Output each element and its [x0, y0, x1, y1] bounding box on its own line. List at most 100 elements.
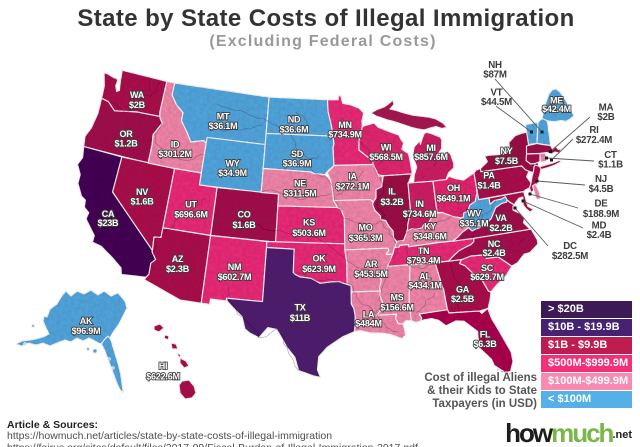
svg-text:WA: WA: [130, 90, 145, 100]
svg-text:$282.5M: $282.5M: [552, 251, 588, 262]
svg-text:NM: NM: [228, 262, 242, 272]
svg-text:CA: CA: [102, 209, 115, 219]
svg-text:WV: WV: [467, 209, 481, 219]
svg-text:$622.6M: $622.6M: [146, 372, 180, 382]
svg-text:HI: HI: [159, 361, 168, 371]
svg-text:VT: VT: [491, 88, 503, 99]
svg-text:AR: AR: [365, 259, 378, 269]
svg-text:DC: DC: [563, 241, 577, 252]
svg-text:SC: SC: [481, 263, 494, 273]
svg-text:RI: RI: [589, 125, 599, 136]
svg-text:DE: DE: [594, 199, 608, 210]
svg-text:WI: WI: [381, 143, 392, 153]
svg-text:$649.1M: $649.1M: [437, 194, 471, 204]
svg-text:$7.5B: $7.5B: [495, 156, 519, 166]
svg-text:OH: OH: [447, 183, 460, 193]
svg-text:$602.7M: $602.7M: [218, 272, 252, 282]
svg-text:AZ: AZ: [172, 254, 184, 264]
svg-text:$23B: $23B: [98, 218, 119, 228]
svg-text:VA: VA: [495, 213, 507, 223]
svg-text:OK: OK: [312, 254, 326, 264]
svg-text:$36.6M: $36.6M: [280, 125, 309, 135]
svg-text:$6.3B: $6.3B: [473, 339, 497, 349]
svg-text:MN: MN: [338, 120, 352, 130]
svg-text:$35.1M: $35.1M: [460, 219, 489, 229]
svg-text:$42.4M: $42.4M: [542, 104, 571, 114]
svg-text:SD: SD: [291, 149, 304, 159]
svg-text:$1.6B: $1.6B: [130, 197, 154, 207]
svg-text:IL: IL: [388, 187, 396, 197]
svg-text:TN: TN: [418, 246, 430, 256]
svg-text:$272.4M: $272.4M: [576, 135, 612, 146]
svg-text:$36.9M: $36.9M: [283, 159, 312, 169]
svg-text:LA: LA: [363, 310, 375, 320]
svg-text:OR: OR: [119, 129, 133, 139]
svg-text:WY: WY: [225, 159, 239, 169]
svg-text:ME: ME: [550, 96, 563, 106]
svg-text:$2.2B: $2.2B: [489, 223, 513, 233]
svg-text:$11B: $11B: [290, 313, 311, 323]
svg-text:CT: CT: [604, 150, 617, 161]
svg-text:KY: KY: [424, 222, 436, 232]
svg-text:MO: MO: [358, 223, 372, 233]
svg-text:ID: ID: [171, 140, 180, 150]
svg-text:PA: PA: [483, 171, 495, 181]
svg-text:MD: MD: [592, 221, 607, 232]
svg-text:$87M: $87M: [483, 70, 507, 81]
svg-text:$734.6M: $734.6M: [403, 209, 437, 219]
svg-text:$36.1M: $36.1M: [209, 121, 238, 131]
svg-text:NV: NV: [136, 187, 148, 197]
svg-text:$2.3B: $2.3B: [166, 264, 190, 274]
svg-text:$2.4B: $2.4B: [587, 230, 612, 241]
svg-text:$301.2M: $301.2M: [158, 149, 192, 159]
svg-text:NJ: NJ: [595, 174, 607, 185]
svg-text:$272.1M: $272.1M: [336, 182, 370, 192]
svg-text:MI: MI: [426, 143, 436, 153]
svg-text:$1.6B: $1.6B: [232, 220, 256, 230]
svg-text:NC: NC: [488, 239, 501, 249]
svg-text:$311.5M: $311.5M: [283, 189, 316, 199]
svg-text:$2B: $2B: [129, 100, 146, 110]
svg-text:MS: MS: [390, 293, 403, 303]
svg-text:MT: MT: [217, 112, 230, 122]
svg-text:$453.5M: $453.5M: [354, 269, 388, 279]
svg-text:NE: NE: [294, 179, 306, 189]
svg-text:UT: UT: [185, 200, 197, 210]
svg-text:IA: IA: [348, 172, 357, 182]
svg-text:$568.5M: $568.5M: [369, 152, 403, 162]
svg-text:$365.3M: $365.3M: [349, 233, 383, 243]
svg-text:FL: FL: [480, 330, 491, 340]
svg-text:$793.4M: $793.4M: [407, 256, 441, 266]
svg-text:ND: ND: [288, 115, 301, 125]
svg-text:NH: NH: [488, 60, 502, 71]
svg-text:$734.9M: $734.9M: [328, 130, 362, 140]
svg-text:KS: KS: [303, 218, 315, 228]
svg-text:$188.9M: $188.9M: [583, 209, 619, 220]
svg-text:IN: IN: [415, 199, 424, 209]
svg-text:$3.2B: $3.2B: [380, 197, 404, 207]
svg-text:AK: AK: [80, 316, 93, 326]
svg-text:$2.5B: $2.5B: [451, 294, 475, 304]
svg-text:$44.5M: $44.5M: [481, 97, 512, 108]
svg-text:$696.6M: $696.6M: [174, 210, 208, 220]
svg-text:$34.9M: $34.9M: [218, 168, 247, 178]
svg-text:TX: TX: [294, 303, 305, 313]
svg-text:GA: GA: [456, 285, 470, 295]
svg-text:$1.1B: $1.1B: [598, 160, 623, 171]
svg-text:$629.7M: $629.7M: [470, 272, 504, 282]
svg-text:$484M: $484M: [355, 319, 382, 329]
svg-text:$156.6M: $156.6M: [380, 303, 414, 313]
svg-text:$857.6M: $857.6M: [414, 152, 448, 162]
svg-text:AL: AL: [419, 272, 431, 282]
svg-text:MA: MA: [599, 103, 614, 114]
svg-text:$434.1M: $434.1M: [408, 281, 442, 291]
svg-text:$348.6M: $348.6M: [413, 232, 447, 242]
svg-text:$1.4B: $1.4B: [477, 181, 501, 191]
svg-text:$96.9M: $96.9M: [72, 326, 101, 336]
svg-text:$2.4B: $2.4B: [482, 248, 506, 258]
svg-text:$2B: $2B: [597, 112, 614, 123]
svg-text:$4.5B: $4.5B: [589, 184, 614, 195]
svg-text:$623.9M: $623.9M: [302, 264, 336, 274]
svg-text:CO: CO: [237, 210, 250, 220]
svg-text:$503.6M: $503.6M: [292, 228, 326, 238]
